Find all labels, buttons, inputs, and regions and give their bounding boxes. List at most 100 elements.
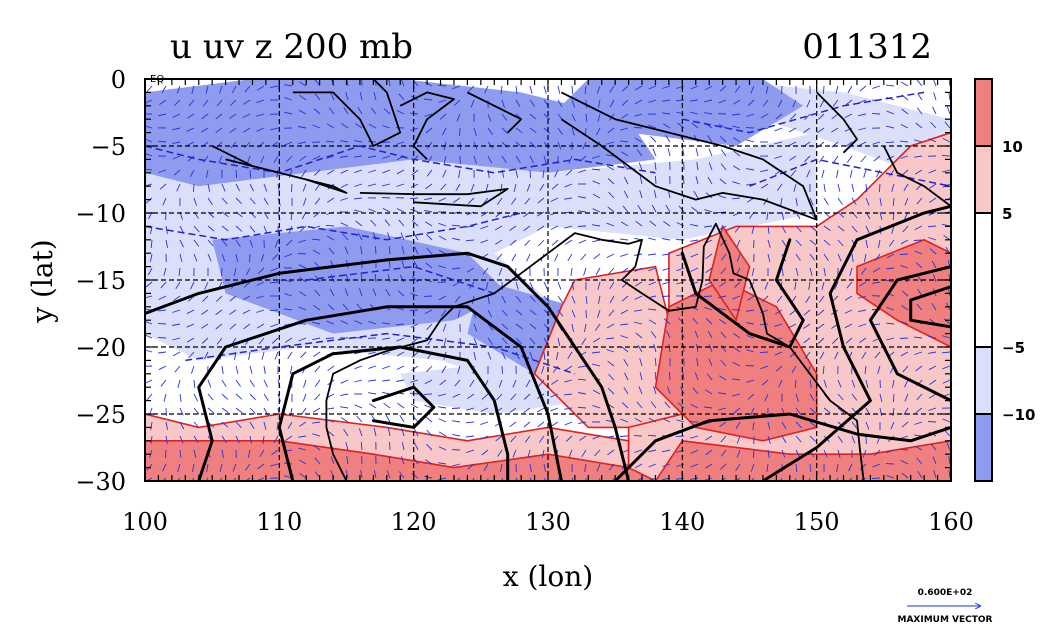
x-tick-label-140: 140: [659, 508, 705, 536]
wind-vector-382: [326, 155, 335, 159]
wind-vector-1264: [746, 322, 755, 325]
colorbar-swatch-2: [975, 213, 992, 347]
wind-vector-247: [256, 295, 265, 299]
wind-vector-335: [298, 306, 307, 311]
dashed-contour-2: [185, 332, 576, 375]
y-tick-label-0: 0: [111, 66, 126, 94]
wind-vector-203: [244, 85, 251, 93]
wind-vector-630: [439, 379, 447, 386]
wind-vector-1590: [901, 421, 909, 428]
wind-vector-899: [584, 85, 587, 94]
wind-vector-150: [218, 155, 223, 164]
wind-vector-1055: [648, 237, 657, 241]
wind-vector-1330: [781, 435, 787, 444]
wind-vector-1248: [747, 99, 755, 106]
wind-vector-77: [172, 351, 181, 357]
wind-vector-744: [501, 351, 506, 360]
wind-vector-1211: [718, 392, 727, 395]
wind-vector-1045: [648, 99, 657, 103]
wind-vector-588: [424, 197, 433, 201]
wind-vector-1553: [886, 306, 895, 311]
wind-vector-511: [382, 337, 391, 340]
wind-vector-1240: [732, 393, 741, 397]
wind-vector-535: [401, 260, 405, 269]
wind-vector-409: [341, 123, 349, 129]
wind-vector-1230: [736, 253, 741, 262]
wind-vector-1033: [635, 332, 643, 339]
wind-vector-1331: [781, 449, 786, 458]
wind-vector-1530: [879, 393, 883, 402]
wind-vector-1637: [931, 260, 937, 269]
wind-vector-1636: [929, 248, 937, 255]
wind-vector-1601: [914, 169, 923, 175]
wind-vector-1166: [708, 162, 713, 171]
wind-vector-842: [557, 99, 563, 108]
wind-vector-920: [577, 378, 587, 381]
wind-vector-1657: [942, 137, 951, 143]
wind-vector-220: [243, 323, 251, 330]
wind-vector-1051: [654, 175, 657, 185]
wind-vector-75: [172, 323, 181, 326]
wind-vector-1634: [927, 225, 937, 228]
wind-vector-30: [159, 99, 167, 105]
wind-vector-152: [221, 183, 226, 192]
coastline-9: [882, 145, 951, 208]
wind-vector-927: [585, 477, 587, 481]
wind-vector-1017: [634, 113, 643, 117]
wind-vector-1577: [900, 239, 909, 245]
wind-vector-873: [571, 127, 575, 136]
wind-vector-257: [262, 435, 265, 444]
wind-vector-1065: [654, 371, 657, 381]
wind-vector-1610: [917, 289, 923, 297]
wind-vector-1021: [638, 162, 643, 171]
wind-vector-718: [481, 393, 489, 400]
wind-vector-51: [163, 393, 167, 402]
wind-vector-1520: [875, 253, 881, 261]
wind-vector-1479: [859, 85, 867, 92]
wind-vector-946: [592, 337, 601, 343]
wind-vector-230: [244, 463, 251, 471]
wind-vector-1354: [791, 365, 797, 374]
wind-vector-1237: [733, 346, 741, 353]
wind-vector-797: [529, 281, 534, 290]
wind-vector-1544: [891, 183, 895, 192]
wind-vector-521: [386, 470, 391, 479]
wind-vector-937: [592, 208, 601, 213]
wind-vector-154: [221, 211, 229, 218]
wind-vector-951: [592, 404, 601, 409]
wind-vector-244: [260, 253, 265, 262]
wind-vector-68: [179, 225, 185, 234]
wind-vector-368: [314, 365, 321, 373]
wind-vector-80: [179, 393, 182, 402]
wind-vector-302: [284, 253, 293, 258]
wind-vector-723: [483, 463, 489, 472]
wind-vector-52: [165, 407, 167, 417]
wind-vector-1663: [942, 223, 951, 227]
wind-vector-422: [342, 303, 349, 311]
minor-ticks: [144, 78, 952, 482]
wind-vector-132: [201, 309, 209, 315]
wind-vector-864: [550, 407, 559, 412]
wind-vector-1262: [747, 295, 755, 301]
wind-vector-274: [270, 267, 279, 272]
wind-vector-91: [186, 141, 195, 147]
wind-vector-1144: [690, 267, 699, 272]
x-tick-label-130: 130: [525, 508, 571, 536]
wind-vector-982: [606, 435, 615, 439]
wind-vector-757: [515, 127, 523, 134]
wind-vector-1048: [650, 135, 657, 143]
dashed-contour-0: [145, 145, 656, 174]
wind-vector-378: [330, 92, 335, 101]
wind-vector-1221: [732, 125, 741, 129]
wind-vector-589: [424, 209, 433, 213]
wind-vector-836: [537, 421, 545, 428]
wind-vector-370: [314, 393, 321, 401]
wind-vector-1398: [821, 169, 825, 178]
wind-vector-1635: [928, 237, 937, 241]
wind-vector-1213: [719, 421, 727, 428]
wind-vector-1365: [804, 113, 811, 121]
wind-vector-831: [543, 351, 546, 361]
wind-vector-751: [497, 449, 503, 457]
vector-key-value: 0.600E+02: [918, 588, 973, 598]
wind-vector-502: [382, 207, 391, 213]
